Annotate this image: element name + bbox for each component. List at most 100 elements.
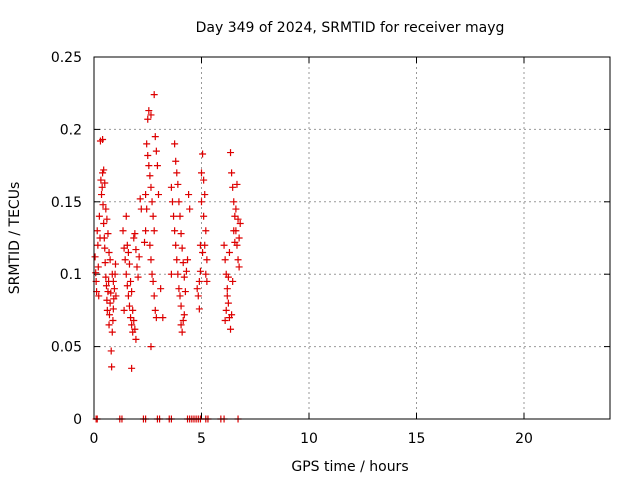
data-point <box>130 234 138 242</box>
data-point <box>101 244 109 252</box>
data-point <box>223 285 231 293</box>
y-tick-label: 0.1 <box>60 267 82 283</box>
data-point <box>148 270 156 278</box>
data-point <box>94 263 102 271</box>
data-point <box>107 347 115 355</box>
data-point <box>128 288 136 296</box>
data-point <box>100 220 108 228</box>
data-point <box>132 246 140 254</box>
data-point <box>125 302 133 310</box>
data-point <box>142 191 150 199</box>
data-point <box>151 306 159 314</box>
data-point <box>228 169 236 177</box>
y-tick-label: 0.15 <box>51 195 82 211</box>
data-point <box>235 234 243 242</box>
data-point <box>102 282 110 290</box>
data-point <box>134 273 142 281</box>
data-point <box>108 328 116 336</box>
data-point <box>105 248 113 256</box>
data-point <box>95 212 103 220</box>
data-point <box>198 169 205 177</box>
data-point <box>93 227 101 235</box>
data-point <box>155 191 162 199</box>
data-point <box>231 238 239 246</box>
data-point <box>220 241 228 249</box>
data-point <box>144 115 152 123</box>
y-tick-label: 0.25 <box>51 50 82 66</box>
data-point <box>133 263 141 271</box>
data-point <box>225 248 233 256</box>
data-point <box>149 277 157 285</box>
data-point <box>201 191 209 199</box>
data-point <box>108 363 116 371</box>
data-point <box>128 364 136 372</box>
y-tick-label: 0.05 <box>51 340 82 356</box>
data-point <box>167 270 175 278</box>
axis-ticks: 0 5 10 15 20 0 0.05 0.1 0.15 0.2 0.25 <box>51 50 610 447</box>
y-tick-label: 0 <box>73 412 82 428</box>
data-point <box>178 244 186 252</box>
data-point <box>185 191 193 199</box>
data-point <box>200 176 208 184</box>
data-point <box>102 205 110 213</box>
data-point <box>101 259 109 267</box>
data-point <box>184 256 192 264</box>
data-point <box>233 180 241 188</box>
data-point <box>132 335 140 343</box>
data-point <box>146 241 154 249</box>
data-point <box>153 162 161 170</box>
data-point <box>180 273 188 281</box>
data-point <box>100 234 108 242</box>
data-point <box>176 212 184 220</box>
data-point <box>167 183 175 191</box>
data-point <box>109 317 117 325</box>
data-point <box>172 241 180 249</box>
data-point <box>151 133 159 141</box>
data-point <box>150 292 158 300</box>
data-point <box>104 230 112 238</box>
data-point <box>223 292 231 300</box>
data-point <box>179 259 187 267</box>
data-point <box>141 238 149 246</box>
data-point <box>171 227 179 235</box>
data-point <box>168 198 176 206</box>
data-point <box>227 149 235 157</box>
data-point <box>176 292 184 300</box>
data-point <box>143 140 151 148</box>
data-point <box>175 198 183 206</box>
data-point <box>105 321 113 329</box>
data-point <box>177 230 185 238</box>
data-point <box>221 317 229 325</box>
data-point <box>152 147 160 155</box>
data-point <box>147 183 155 191</box>
data-point <box>194 292 202 300</box>
data-point <box>127 277 135 285</box>
data-point <box>145 162 153 170</box>
data-point <box>146 172 154 180</box>
data-point <box>203 277 211 285</box>
data-point <box>135 253 143 261</box>
y-axis-label: SRMTID / TECUs <box>7 182 23 295</box>
data-point <box>136 195 144 203</box>
data-point <box>107 289 115 297</box>
data-point <box>99 136 107 144</box>
data-point <box>195 277 203 285</box>
data-point <box>228 311 236 319</box>
data-points <box>91 91 244 423</box>
data-point <box>109 277 117 285</box>
data-point <box>202 270 210 278</box>
data-point <box>145 107 153 115</box>
data-point <box>177 302 185 310</box>
data-point <box>224 299 232 307</box>
data-point <box>234 256 242 264</box>
x-tick-label: 20 <box>515 431 533 447</box>
data-point <box>142 227 150 235</box>
data-point <box>94 241 102 249</box>
data-point <box>144 151 152 159</box>
data-point <box>121 256 129 264</box>
data-point <box>200 212 208 220</box>
data-point <box>178 328 186 336</box>
data-point <box>234 215 242 223</box>
data-point <box>131 230 139 238</box>
x-axis-label: GPS time / hours <box>291 459 408 475</box>
